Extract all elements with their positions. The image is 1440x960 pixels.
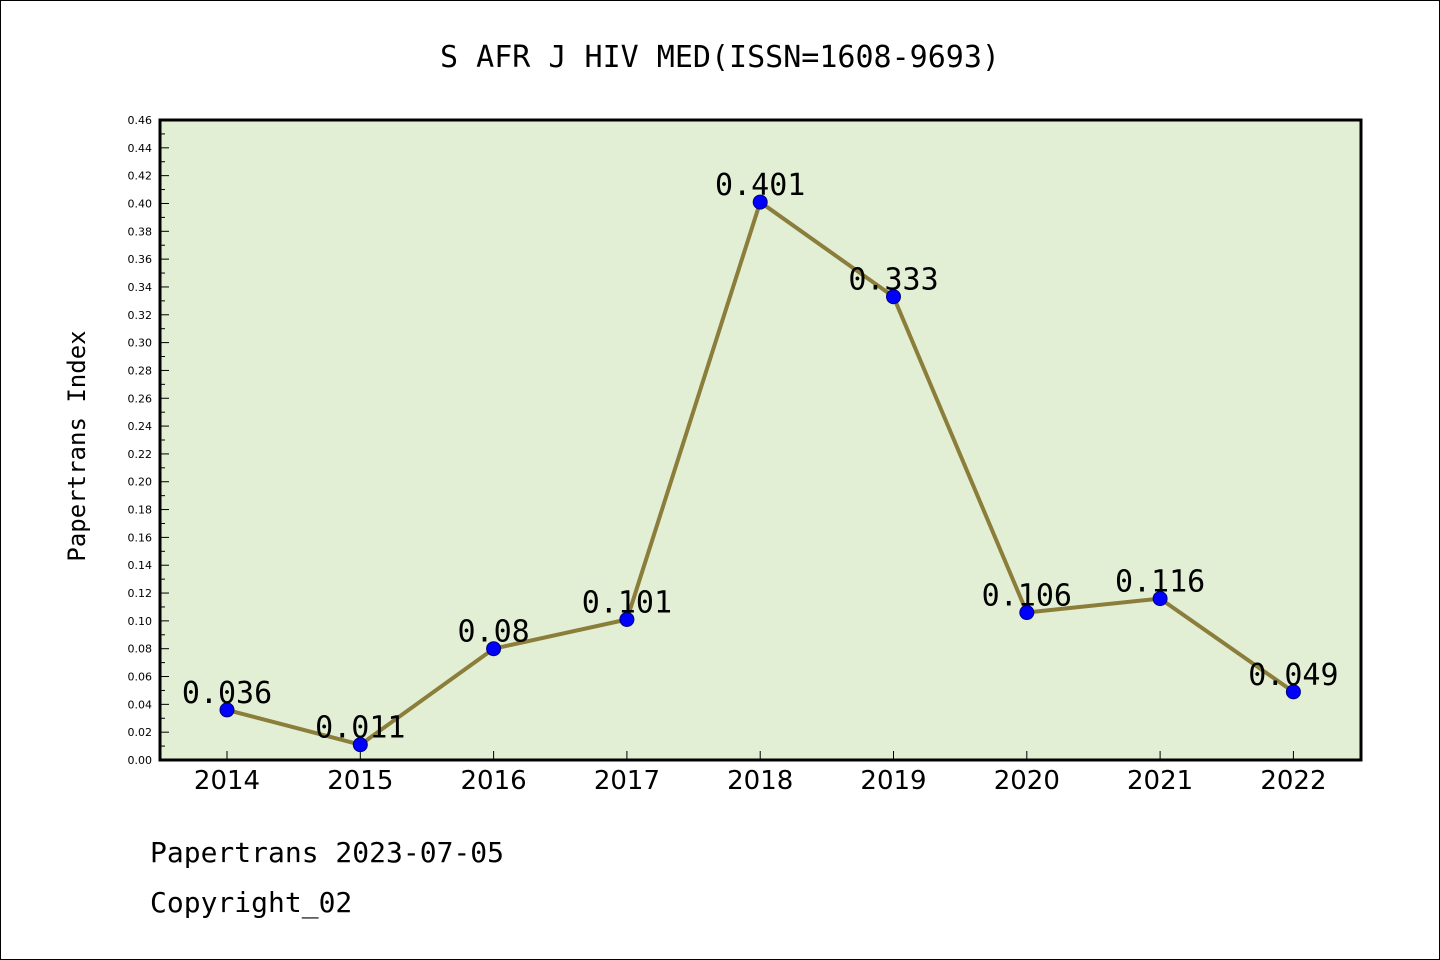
data-point [1019,605,1035,621]
y-tick-label: 0.18 [128,504,153,517]
y-tick-label: 0.08 [128,643,153,656]
x-tick-label: 2022 [1260,766,1326,796]
y-tick-label: 0.04 [128,698,153,711]
data-point [752,194,768,210]
data-label: 0.049 [1248,658,1338,693]
y-tick-label: 0.22 [128,448,153,461]
plot-border [158,118,1363,762]
data-label: 0.333 [848,263,938,298]
x-tick-label: 2016 [461,766,527,796]
y-tick-label: 0.34 [128,281,153,294]
data-label: 0.036 [182,676,272,711]
data-point [886,289,901,305]
y-tick-label: 0.46 [128,114,153,127]
y-tick-label: 0.10 [128,615,153,628]
y-tick-label: 0.40 [128,197,153,210]
footer-date: Papertrans 2023-07-05 [150,836,505,869]
y-tick-label: 0.06 [128,671,153,684]
data-labels: 0.036 0.011 0.08 0.101 0.401 0.333 0.106 0.116 0… [182,168,1339,746]
x-tick-label: 2019 [860,766,926,796]
y-tick-label: 0.12 [128,587,153,600]
data-label: 0.116 [1115,565,1205,600]
data-label: 0.401 [715,168,805,203]
y-tick-label: 0.38 [128,225,153,238]
x-tick-label: 2018 [727,766,793,796]
data-label: 0.08 [457,615,529,650]
y-tick-label: 0.24 [128,420,153,433]
data-label: 0.106 [982,579,1072,614]
data-label: 0.011 [315,711,405,746]
y-tick-label: 0.02 [128,726,153,739]
data-point [1285,684,1301,700]
data-point [219,702,235,718]
footer-copyright: Copyright_02 [150,886,353,919]
y-tick-label: 0.36 [128,253,153,266]
x-axis-ticks: 2014 2015 2016 2017 2018 2019 2020 2021 2022 [194,751,1326,796]
data-point [619,611,635,627]
data-point [1152,591,1168,607]
x-tick-label: 2017 [594,766,660,796]
y-tick-label: 0.44 [128,142,153,155]
y-tick-label: 0.00 [128,754,153,767]
data-label: 0.101 [582,585,672,620]
y-tick-label: 0.16 [128,531,153,544]
data-points [219,194,1301,753]
y-tick-label: 0.14 [128,559,153,572]
y-axis-label: Papertrans Index [63,330,91,561]
y-tick-label: 0.20 [128,476,153,489]
y-tick-label: 0.42 [128,170,153,183]
x-tick-label: 2020 [994,766,1060,796]
plot-area [160,120,1361,760]
x-tick-label: 2021 [1127,766,1193,796]
x-tick-label: 2015 [327,766,393,796]
y-tick-label: 0.26 [128,392,153,405]
chart-title: S AFR J HIV MED(ISSN=1608-9693) [440,40,1000,75]
data-point [486,641,502,657]
data-point [352,737,368,753]
y-tick-label: 0.28 [128,364,153,377]
x-tick-label: 2014 [194,766,260,796]
y-tick-label: 0.30 [128,337,153,350]
y-tick-label: 0.32 [128,309,153,322]
